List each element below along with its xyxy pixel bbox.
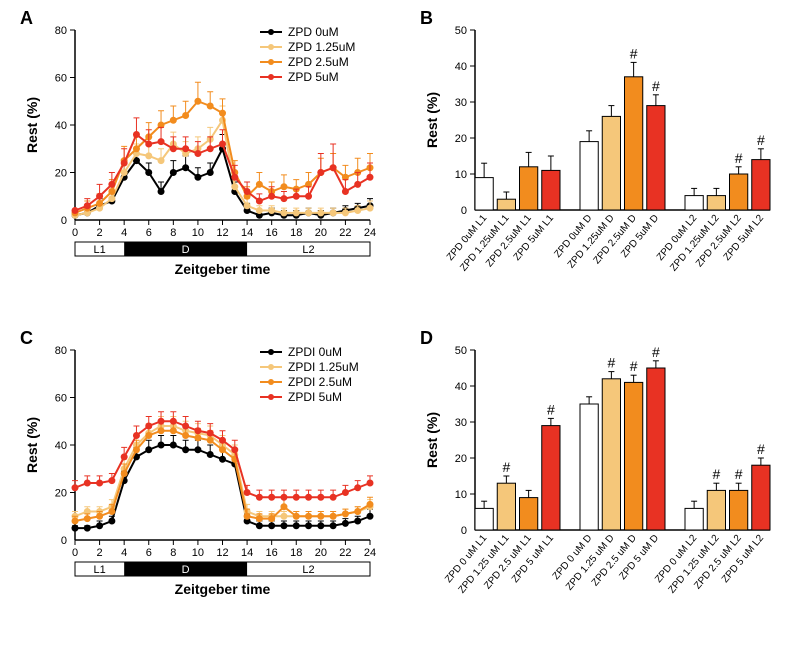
bar-chart-b: 10203040500Rest (%)ZPD 0uM L1ZPD 1.25uM …: [420, 10, 780, 290]
svg-text:#: #: [735, 150, 743, 166]
svg-text:ZPDI 2.5uM: ZPDI 2.5uM: [288, 375, 352, 389]
svg-text:L2: L2: [302, 244, 314, 256]
svg-text:#: #: [735, 466, 743, 482]
svg-text:10: 10: [455, 169, 467, 181]
svg-text:16: 16: [266, 227, 278, 239]
svg-text:L1: L1: [93, 244, 105, 256]
svg-text:30: 30: [455, 97, 467, 109]
svg-text:2: 2: [97, 547, 103, 559]
svg-text:8: 8: [170, 547, 176, 559]
svg-text:40: 40: [455, 61, 467, 73]
svg-text:L1: L1: [93, 564, 105, 576]
svg-text:20: 20: [315, 547, 327, 559]
svg-text:#: #: [652, 344, 660, 360]
svg-text:#: #: [547, 401, 555, 417]
svg-text:60: 60: [55, 73, 67, 85]
svg-text:ZPD 1.25uM: ZPD 1.25uM: [288, 40, 355, 54]
figure: { "colors":{ "bg":"#ffffff", "axis":"#00…: [0, 0, 800, 655]
svg-text:#: #: [757, 441, 765, 457]
svg-text:#: #: [712, 466, 720, 482]
svg-text:0: 0: [61, 535, 67, 547]
svg-text:14: 14: [241, 227, 253, 239]
svg-text:ZPDI 1.25uM: ZPDI 1.25uM: [288, 360, 359, 374]
svg-text:0: 0: [72, 227, 78, 239]
svg-text:60: 60: [55, 393, 67, 405]
svg-text:4: 4: [121, 547, 127, 559]
svg-text:80: 80: [55, 25, 67, 37]
svg-text:ZPD 2.5uM: ZPD 2.5uM: [288, 55, 349, 69]
line-chart-c: 204060800024681012141618202224Rest (%)L1…: [20, 330, 380, 610]
svg-text:20: 20: [455, 453, 467, 465]
svg-text:#: #: [502, 459, 510, 475]
svg-text:24: 24: [364, 547, 376, 559]
svg-text:ZPD 5uM: ZPD 5uM: [288, 70, 339, 84]
svg-text:10: 10: [455, 489, 467, 501]
svg-text:#: #: [630, 45, 638, 61]
svg-text:20: 20: [455, 133, 467, 145]
svg-text:ZPD 0uM: ZPD 0uM: [288, 25, 339, 39]
svg-text:8: 8: [170, 227, 176, 239]
svg-text:16: 16: [266, 547, 278, 559]
svg-text:#: #: [607, 355, 615, 371]
svg-text:6: 6: [146, 547, 152, 559]
svg-text:24: 24: [364, 227, 376, 239]
svg-text:#: #: [652, 78, 660, 94]
svg-text:ZPDI 0uM: ZPDI 0uM: [288, 345, 342, 359]
svg-text:Zeitgeber time: Zeitgeber time: [175, 261, 271, 277]
svg-text:18: 18: [290, 547, 302, 559]
svg-text:18: 18: [290, 227, 302, 239]
svg-text:20: 20: [55, 168, 67, 180]
svg-text:ZPDI 5uM: ZPDI 5uM: [288, 390, 342, 404]
svg-text:Rest (%): Rest (%): [24, 97, 40, 153]
svg-text:40: 40: [455, 381, 467, 393]
svg-text:12: 12: [216, 547, 228, 559]
svg-text:4: 4: [121, 227, 127, 239]
svg-text:50: 50: [455, 345, 467, 357]
bar-chart-d: 10203040500Rest (%)ZPD 0 uM L1#ZPD 1.25 …: [420, 330, 780, 610]
svg-text:Rest (%): Rest (%): [424, 412, 440, 468]
svg-text:D: D: [182, 244, 190, 256]
svg-text:40: 40: [55, 440, 67, 452]
svg-text:0: 0: [72, 547, 78, 559]
svg-text:14: 14: [241, 547, 253, 559]
svg-text:0: 0: [461, 525, 467, 537]
svg-text:12: 12: [216, 227, 228, 239]
svg-text:10: 10: [192, 547, 204, 559]
svg-text:50: 50: [455, 25, 467, 37]
svg-text:0: 0: [461, 205, 467, 217]
line-chart-a: 204060800024681012141618202224Rest (%)L1…: [20, 10, 380, 290]
svg-text:#: #: [757, 132, 765, 148]
svg-text:22: 22: [339, 227, 351, 239]
svg-text:80: 80: [55, 345, 67, 357]
svg-text:6: 6: [146, 227, 152, 239]
svg-text:Rest (%): Rest (%): [424, 92, 440, 148]
svg-text:2: 2: [97, 227, 103, 239]
svg-text:10: 10: [192, 227, 204, 239]
svg-text:40: 40: [55, 120, 67, 132]
svg-text:30: 30: [455, 417, 467, 429]
svg-text:20: 20: [315, 227, 327, 239]
svg-text:22: 22: [339, 547, 351, 559]
svg-text:#: #: [630, 358, 638, 374]
svg-text:0: 0: [61, 215, 67, 227]
svg-text:Zeitgeber time: Zeitgeber time: [175, 581, 271, 597]
svg-text:L2: L2: [302, 564, 314, 576]
svg-text:Rest (%): Rest (%): [24, 417, 40, 473]
svg-text:D: D: [182, 564, 190, 576]
svg-text:20: 20: [55, 488, 67, 500]
